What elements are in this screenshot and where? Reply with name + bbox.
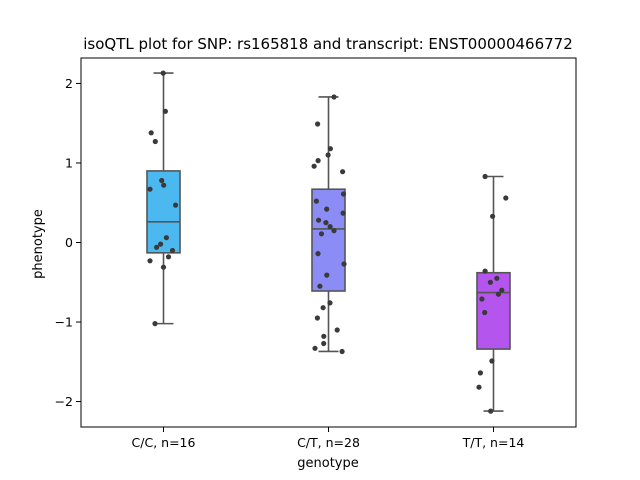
x-axis-label: genotype xyxy=(297,456,358,471)
data-point xyxy=(161,182,167,188)
y-tick-label: 2 xyxy=(65,76,73,91)
data-point xyxy=(165,254,172,260)
data-point xyxy=(479,296,485,302)
x-tick-label: C/T, n=28 xyxy=(297,435,360,450)
data-point xyxy=(163,235,169,241)
data-point xyxy=(477,370,483,376)
data-point xyxy=(490,213,496,219)
box-group-2 xyxy=(311,94,347,355)
data-point xyxy=(323,220,329,226)
data-point xyxy=(312,345,318,351)
data-point xyxy=(334,327,340,333)
data-point xyxy=(327,146,333,152)
x-tick-label: T/T, n=14 xyxy=(462,435,525,450)
data-point xyxy=(321,340,327,347)
y-tick-label: 1 xyxy=(65,155,73,170)
data-point xyxy=(316,217,322,223)
data-point xyxy=(321,333,327,339)
data-point xyxy=(339,348,345,355)
data-point xyxy=(494,275,500,281)
data-point xyxy=(495,291,501,297)
y-tick-label: −2 xyxy=(55,394,73,409)
data-point xyxy=(152,321,158,327)
data-point xyxy=(148,130,154,136)
data-point xyxy=(147,258,153,264)
data-point xyxy=(324,272,330,278)
data-point xyxy=(331,228,337,234)
data-point xyxy=(311,163,317,169)
data-point xyxy=(169,247,176,254)
data-point xyxy=(331,94,337,100)
y-tick-label: 0 xyxy=(65,235,73,250)
data-point xyxy=(313,198,319,204)
x-tick-label: C/C, n=16 xyxy=(132,435,196,450)
data-point xyxy=(340,169,346,175)
data-point xyxy=(320,305,326,311)
data-point xyxy=(499,287,505,293)
data-point xyxy=(341,261,347,267)
data-point xyxy=(327,224,333,230)
data-point xyxy=(482,173,488,180)
data-point xyxy=(503,195,509,201)
box-group-3 xyxy=(476,173,511,414)
y-axis-label: phenotype xyxy=(31,209,46,279)
data-point xyxy=(160,264,167,270)
iqr-box xyxy=(476,271,511,350)
data-point xyxy=(317,283,323,289)
data-point xyxy=(327,300,333,306)
data-point xyxy=(158,241,164,247)
data-point xyxy=(173,202,179,208)
data-point xyxy=(340,191,347,197)
data-point xyxy=(318,231,325,237)
axes: −2 −1 0 1 2 C/C, n=16 C/T, n=28 T/T, n=14 xyxy=(55,57,577,450)
data-point xyxy=(489,358,495,364)
data-point xyxy=(315,251,321,257)
data-point xyxy=(324,206,330,212)
data-point xyxy=(152,138,158,145)
box-group-1 xyxy=(146,70,181,327)
data-point xyxy=(487,279,493,285)
data-point xyxy=(154,244,160,250)
data-point xyxy=(159,177,165,184)
data-point xyxy=(160,70,166,76)
box-marks xyxy=(146,70,511,414)
data-point xyxy=(482,309,488,316)
data-point xyxy=(340,210,346,216)
data-point xyxy=(315,158,321,164)
data-point xyxy=(314,315,320,321)
data-point xyxy=(147,186,153,192)
data-point xyxy=(162,108,168,114)
data-point xyxy=(325,152,331,158)
chart-title: isoQTL plot for SNP: rs165818 and transc… xyxy=(83,35,573,53)
data-point xyxy=(482,268,488,274)
data-point xyxy=(315,121,321,127)
data-point xyxy=(488,408,494,414)
data-point xyxy=(476,384,482,390)
y-tick-label: −1 xyxy=(55,315,73,330)
